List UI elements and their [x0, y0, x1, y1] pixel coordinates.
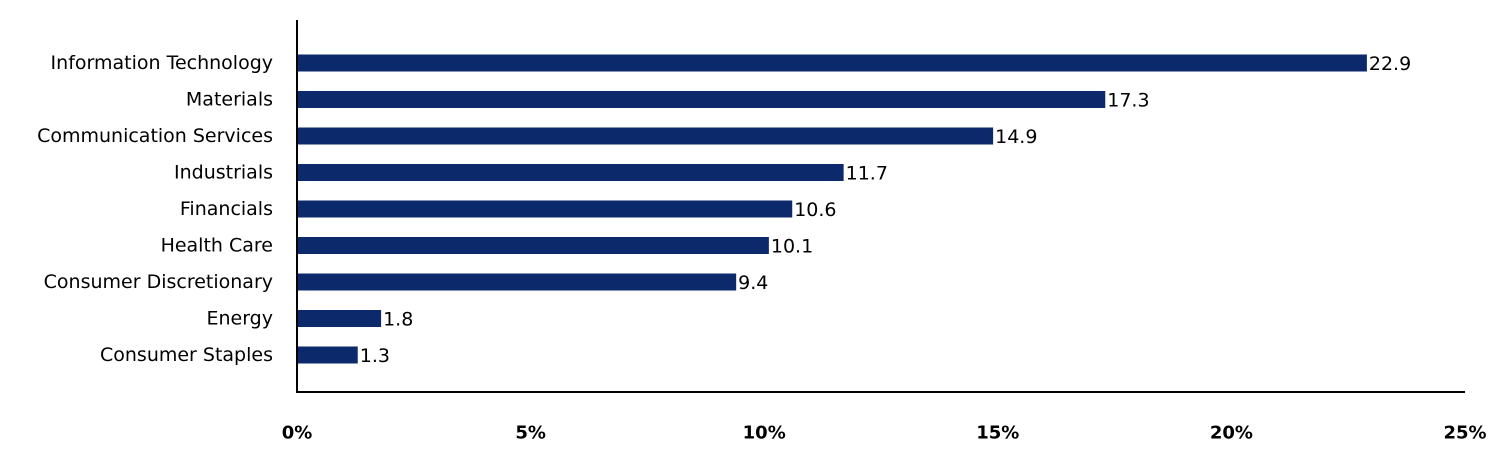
bars-layer: [297, 54, 1367, 364]
bar-communication-services: [297, 127, 994, 145]
value-labels-layer: 22.9 17.3 14.9 11.7 10.6 10.19.4 1.8 1.3: [360, 53, 1411, 367]
value-label-communication-services: 14.9: [995, 126, 1037, 148]
value-label-consumer-discretionary: 9.4: [738, 272, 768, 294]
value-label-materials: 17.3: [1107, 90, 1149, 112]
category-label-materials: Materials: [186, 89, 273, 111]
bar-industrials: [297, 164, 844, 181]
x-tick-label-25: 25%: [1443, 423, 1486, 444]
category-label-consumer-staples: Consumer Staples: [100, 344, 273, 366]
x-tick-label-5: 5%: [515, 423, 546, 444]
bar-consumer-discretionary: [297, 273, 737, 291]
category-label-health-care: Health Care: [161, 235, 273, 257]
x-tick-labels-layer: 0% 5% 10% 15% 20% 25%: [282, 423, 1487, 444]
x-tick-label-0: 0%: [282, 423, 313, 444]
x-tick-label-10: 10%: [743, 423, 786, 444]
bar-materials: [297, 91, 1106, 108]
x-tick-label-20: 20%: [1210, 423, 1253, 444]
value-label-financials: 10.6: [794, 199, 836, 221]
value-label-industrials: 11.7: [846, 163, 888, 185]
value-label-information-technology: 22.9: [1369, 53, 1411, 75]
bar-information-technology: [297, 54, 1367, 72]
category-label-industrials: Industrials: [174, 162, 273, 184]
bar-energy: [297, 310, 382, 327]
category-label-information-technology: Information Technology: [51, 52, 273, 74]
x-tick-label-15: 15%: [976, 423, 1019, 444]
bar-health-care: [297, 237, 769, 254]
category-label-communication-services: Communication Services: [37, 125, 273, 147]
value-label-energy: 1.8: [383, 309, 413, 331]
bar-financials: [297, 200, 793, 218]
category-label-energy: Energy: [206, 308, 273, 330]
value-label-health-care: 10.1: [771, 236, 813, 258]
category-label-financials: Financials: [180, 198, 273, 220]
category-labels-layer: Information Technology Materials Communica…: [37, 52, 273, 366]
axes-layer: [296, 20, 1465, 393]
category-label-consumer-discretionary: Consumer Discretionary: [44, 271, 273, 293]
value-label-consumer-staples: 1.3: [360, 345, 390, 367]
bar-consumer-staples: [297, 346, 358, 364]
